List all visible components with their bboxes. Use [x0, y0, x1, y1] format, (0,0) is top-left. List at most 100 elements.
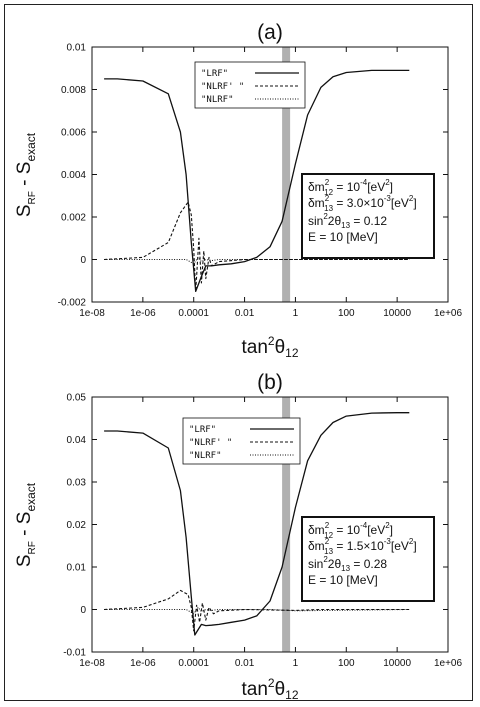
x-tick-label: 10000: [383, 308, 411, 319]
x-tick-label: 100: [338, 658, 355, 669]
xlabel-sub: 12: [285, 688, 299, 702]
dm13-sup: 2: [325, 537, 330, 546]
xlabel-theta: θ: [275, 679, 286, 700]
ylabel-sub-exact: exact: [24, 482, 38, 511]
x-tick-label: 1: [293, 658, 299, 669]
x-tick-label: 1e-06: [130, 308, 156, 319]
param-energy: E = 10 [MeV]: [308, 230, 378, 244]
ylabel-sub-exact: exact: [24, 132, 38, 161]
dm13-symbol: δm: [308, 196, 325, 210]
y-tick-label: 0: [80, 605, 86, 616]
dm13-unit: [eV: [391, 539, 409, 553]
ylabel-mid: - S: [14, 162, 35, 192]
y-tick-label: 0.03: [67, 478, 87, 489]
y-tick-label: 0.008: [61, 85, 86, 96]
x-tick-label: 1e-06: [130, 658, 156, 669]
param-sin2: sin22θ13 = 0.28: [308, 555, 387, 573]
dm13-unit-sup: 2: [409, 537, 414, 546]
param-energy: E = 10 [MeV]: [308, 573, 378, 587]
sin-mid: 2θ: [328, 557, 342, 571]
y-tick-label: 0.01: [67, 43, 87, 54]
dm12-exp: -4: [360, 178, 368, 187]
vertical-band: [282, 397, 291, 652]
ylabel-sub-rf: RF: [27, 191, 38, 204]
legend-label: "NLRF' ": [189, 438, 232, 448]
y-tick-label: 0.05: [67, 393, 87, 404]
y-tick-label: 0.01: [67, 563, 87, 574]
x-tick-label: 0.01: [235, 658, 255, 669]
dm12-sub: 12: [324, 188, 333, 197]
dm12-unit: [eV: [367, 180, 385, 194]
dm12-symbol: δm: [308, 523, 325, 537]
sin-mid: 2θ: [328, 214, 342, 228]
y-tick-label: 0: [80, 255, 86, 266]
ylabel-main: S: [14, 554, 35, 567]
chart-title: (b): [257, 371, 283, 394]
x-tick-label: 0.0001: [178, 308, 209, 319]
xlabel-main: tan: [241, 337, 267, 358]
dm12-symbol: δm: [308, 180, 325, 194]
dm13-sub: 13: [324, 547, 333, 556]
legend-label: "NLRF": [189, 451, 222, 461]
y-tick-label: 0.02: [67, 520, 87, 531]
y-tick-label: 0.04: [67, 435, 87, 446]
x-tick-label: 0.0001: [178, 658, 209, 669]
x-tick-label: 1e-08: [79, 658, 105, 669]
dm12-close: ]: [390, 180, 393, 194]
y-tick-label: -0.002: [58, 298, 87, 309]
chart-title: (a): [257, 21, 283, 44]
dm13-unit-sup: 2: [409, 194, 414, 203]
param-dm12: δm2 12 = 10-4[eV2]: [308, 178, 393, 197]
dm13-close: ]: [413, 539, 416, 553]
dm13-close: ]: [413, 196, 416, 210]
param-dm13: δm2 13 = 3.0×10-3[eV2]: [308, 194, 417, 213]
legend-box: [182, 417, 301, 465]
sin-symbol: sin: [308, 557, 323, 571]
parameter-box: [301, 173, 435, 259]
dm13-exp: -3: [384, 537, 392, 546]
parameter-box: [301, 516, 435, 602]
ylabel-mid: - S: [14, 512, 35, 542]
sin-value: = 0.28: [350, 557, 387, 571]
sin-sup: 2: [323, 212, 328, 221]
chart-panel-a: (a) 1e-08 1e-06 0.0001 0.01 1 100 10000 1e+06 -0.…: [14, 21, 462, 360]
dm12-value: = 10: [333, 523, 360, 537]
dm13-sup: 2: [325, 194, 330, 203]
y-tick-label: -0.01: [63, 648, 86, 659]
dm12-sub: 12: [324, 531, 333, 540]
dm13-exp: -3: [384, 194, 392, 203]
legend-label: "LRF": [201, 69, 228, 79]
param-sin2: sin22θ13 = 0.12: [308, 212, 387, 230]
x-tick-label: 1e+06: [434, 658, 463, 669]
dm13-unit: [eV: [391, 196, 409, 210]
series-line-nlrf-prime: [104, 589, 410, 632]
dm12-sup: 2: [325, 178, 330, 187]
series-line-lrf: [104, 412, 410, 636]
y-axis-label: SRF - Sexact: [14, 132, 38, 217]
figure-frame: [4, 4, 473, 701]
legend-label: "NLRF": [201, 95, 234, 105]
sin-sub: 13: [341, 221, 350, 230]
y-tick-label: 0.002: [61, 213, 86, 224]
xlabel-sup: 2: [268, 676, 275, 690]
xlabel-sup: 2: [268, 334, 275, 348]
vertical-band: [282, 47, 291, 302]
dm12-unit-sup: 2: [385, 178, 390, 187]
dm12-exp: -4: [360, 521, 368, 530]
sin-value: = 0.12: [350, 214, 387, 228]
sin-sup: 2: [323, 555, 328, 564]
legend-box: [194, 61, 306, 109]
xlabel-theta: θ: [275, 337, 286, 358]
x-tick-label: 1e-08: [79, 308, 105, 319]
dm12-unit: [eV: [367, 523, 385, 537]
chart-panel-b: (b) 1e-08 1e-06 0.0001 0.01 1 100 10000 1e+06 -0.…: [14, 371, 462, 702]
sin-symbol: sin: [308, 214, 323, 228]
series-line-nlrf: [104, 606, 410, 615]
dm12-value: = 10: [333, 180, 360, 194]
x-tick-label: 0.01: [235, 308, 255, 319]
x-axis-label: tan2θ12: [241, 334, 298, 360]
y-axis-label: SRF - Sexact: [14, 482, 38, 567]
x-axis-label: tan2θ12: [241, 676, 298, 702]
dm13-value: = 1.5×10: [333, 539, 384, 553]
